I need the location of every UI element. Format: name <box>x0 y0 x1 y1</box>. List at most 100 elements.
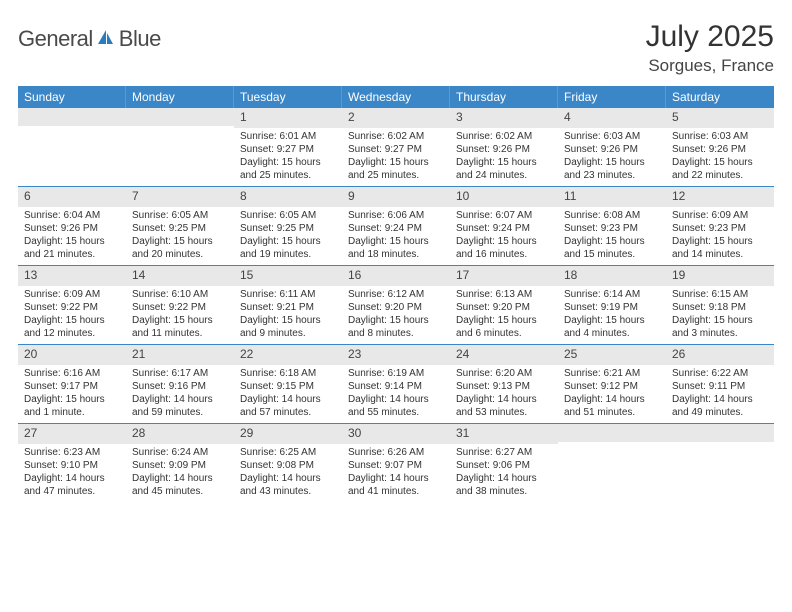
day-number: 4 <box>558 108 666 128</box>
day-details: Sunrise: 6:21 AMSunset: 9:12 PMDaylight:… <box>558 365 666 423</box>
day-details: Sunrise: 6:03 AMSunset: 9:26 PMDaylight:… <box>558 128 666 186</box>
sunrise-text: Sunrise: 6:23 AM <box>24 446 122 459</box>
day-cell: 13Sunrise: 6:09 AMSunset: 9:22 PMDayligh… <box>18 266 126 344</box>
daylight-text: Daylight: 15 hours <box>672 156 770 169</box>
weekday-header: Monday <box>126 86 234 108</box>
daylight-text: Daylight: 14 hours <box>132 393 230 406</box>
sunset-text: Sunset: 9:13 PM <box>456 380 554 393</box>
top-bar: General Blue July 2025 Sorgues, France <box>18 20 774 76</box>
week-row: 6Sunrise: 6:04 AMSunset: 9:26 PMDaylight… <box>18 187 774 266</box>
day-details: Sunrise: 6:13 AMSunset: 9:20 PMDaylight:… <box>450 286 558 344</box>
sunrise-text: Sunrise: 6:07 AM <box>456 209 554 222</box>
daylight-text: Daylight: 15 hours <box>240 235 338 248</box>
sunrise-text: Sunrise: 6:25 AM <box>240 446 338 459</box>
sunset-text: Sunset: 9:20 PM <box>348 301 446 314</box>
daylight-text: Daylight: 15 hours <box>240 156 338 169</box>
daylight-text: Daylight: 14 hours <box>672 393 770 406</box>
daylight-text: and 57 minutes. <box>240 406 338 419</box>
day-details: Sunrise: 6:02 AMSunset: 9:27 PMDaylight:… <box>342 128 450 186</box>
day-cell: 11Sunrise: 6:08 AMSunset: 9:23 PMDayligh… <box>558 187 666 265</box>
daylight-text: and 8 minutes. <box>348 327 446 340</box>
day-number: 17 <box>450 266 558 286</box>
day-number: 5 <box>666 108 774 128</box>
sunset-text: Sunset: 9:25 PM <box>240 222 338 235</box>
day-number: 15 <box>234 266 342 286</box>
daylight-text: Daylight: 14 hours <box>348 472 446 485</box>
day-number: 2 <box>342 108 450 128</box>
day-details: Sunrise: 6:10 AMSunset: 9:22 PMDaylight:… <box>126 286 234 344</box>
day-cell <box>18 108 126 186</box>
daylight-text: and 59 minutes. <box>132 406 230 419</box>
day-number: 23 <box>342 345 450 365</box>
daylight-text: Daylight: 15 hours <box>348 314 446 327</box>
day-number <box>126 108 234 126</box>
sunrise-text: Sunrise: 6:10 AM <box>132 288 230 301</box>
day-number: 16 <box>342 266 450 286</box>
daylight-text: Daylight: 15 hours <box>456 314 554 327</box>
day-cell: 15Sunrise: 6:11 AMSunset: 9:21 PMDayligh… <box>234 266 342 344</box>
sunrise-text: Sunrise: 6:27 AM <box>456 446 554 459</box>
day-number: 28 <box>126 424 234 444</box>
sunset-text: Sunset: 9:11 PM <box>672 380 770 393</box>
sunset-text: Sunset: 9:23 PM <box>672 222 770 235</box>
day-number: 3 <box>450 108 558 128</box>
sunrise-text: Sunrise: 6:12 AM <box>348 288 446 301</box>
sunset-text: Sunset: 9:12 PM <box>564 380 662 393</box>
sunrise-text: Sunrise: 6:02 AM <box>456 130 554 143</box>
day-cell: 25Sunrise: 6:21 AMSunset: 9:12 PMDayligh… <box>558 345 666 423</box>
sunset-text: Sunset: 9:09 PM <box>132 459 230 472</box>
location-text: Sorgues, France <box>646 56 774 76</box>
sunrise-text: Sunrise: 6:04 AM <box>24 209 122 222</box>
day-number: 31 <box>450 424 558 444</box>
day-number: 1 <box>234 108 342 128</box>
sunrise-text: Sunrise: 6:03 AM <box>564 130 662 143</box>
logo: General Blue <box>18 26 161 52</box>
day-cell <box>558 424 666 502</box>
sunset-text: Sunset: 9:10 PM <box>24 459 122 472</box>
daylight-text: and 12 minutes. <box>24 327 122 340</box>
sunset-text: Sunset: 9:24 PM <box>348 222 446 235</box>
day-number: 9 <box>342 187 450 207</box>
sunset-text: Sunset: 9:26 PM <box>24 222 122 235</box>
daylight-text: and 22 minutes. <box>672 169 770 182</box>
page-title: July 2025 <box>646 20 774 54</box>
daylight-text: Daylight: 15 hours <box>672 235 770 248</box>
daylight-text: Daylight: 14 hours <box>456 393 554 406</box>
sunset-text: Sunset: 9:19 PM <box>564 301 662 314</box>
day-number: 14 <box>126 266 234 286</box>
day-cell: 6Sunrise: 6:04 AMSunset: 9:26 PMDaylight… <box>18 187 126 265</box>
daylight-text: and 53 minutes. <box>456 406 554 419</box>
sunrise-text: Sunrise: 6:08 AM <box>564 209 662 222</box>
day-number: 20 <box>18 345 126 365</box>
day-number: 18 <box>558 266 666 286</box>
day-details: Sunrise: 6:02 AMSunset: 9:26 PMDaylight:… <box>450 128 558 186</box>
sunset-text: Sunset: 9:27 PM <box>240 143 338 156</box>
sunrise-text: Sunrise: 6:18 AM <box>240 367 338 380</box>
day-cell: 8Sunrise: 6:05 AMSunset: 9:25 PMDaylight… <box>234 187 342 265</box>
day-cell: 9Sunrise: 6:06 AMSunset: 9:24 PMDaylight… <box>342 187 450 265</box>
sunset-text: Sunset: 9:14 PM <box>348 380 446 393</box>
week-row: 13Sunrise: 6:09 AMSunset: 9:22 PMDayligh… <box>18 266 774 345</box>
day-number: 19 <box>666 266 774 286</box>
day-cell: 28Sunrise: 6:24 AMSunset: 9:09 PMDayligh… <box>126 424 234 502</box>
sunset-text: Sunset: 9:27 PM <box>348 143 446 156</box>
sunset-text: Sunset: 9:16 PM <box>132 380 230 393</box>
daylight-text: Daylight: 15 hours <box>672 314 770 327</box>
daylight-text: and 19 minutes. <box>240 248 338 261</box>
day-details: Sunrise: 6:08 AMSunset: 9:23 PMDaylight:… <box>558 207 666 265</box>
day-details: Sunrise: 6:18 AMSunset: 9:15 PMDaylight:… <box>234 365 342 423</box>
daylight-text: and 9 minutes. <box>240 327 338 340</box>
day-details: Sunrise: 6:05 AMSunset: 9:25 PMDaylight:… <box>234 207 342 265</box>
day-details: Sunrise: 6:26 AMSunset: 9:07 PMDaylight:… <box>342 444 450 502</box>
sunrise-text: Sunrise: 6:17 AM <box>132 367 230 380</box>
weekday-header: Friday <box>558 86 666 108</box>
day-cell: 30Sunrise: 6:26 AMSunset: 9:07 PMDayligh… <box>342 424 450 502</box>
logo-blue: Blue <box>119 26 161 52</box>
day-details: Sunrise: 6:16 AMSunset: 9:17 PMDaylight:… <box>18 365 126 423</box>
day-cell: 27Sunrise: 6:23 AMSunset: 9:10 PMDayligh… <box>18 424 126 502</box>
day-number: 8 <box>234 187 342 207</box>
day-details: Sunrise: 6:17 AMSunset: 9:16 PMDaylight:… <box>126 365 234 423</box>
daylight-text: and 25 minutes. <box>240 169 338 182</box>
daylight-text: and 3 minutes. <box>672 327 770 340</box>
title-block: July 2025 Sorgues, France <box>646 20 774 76</box>
